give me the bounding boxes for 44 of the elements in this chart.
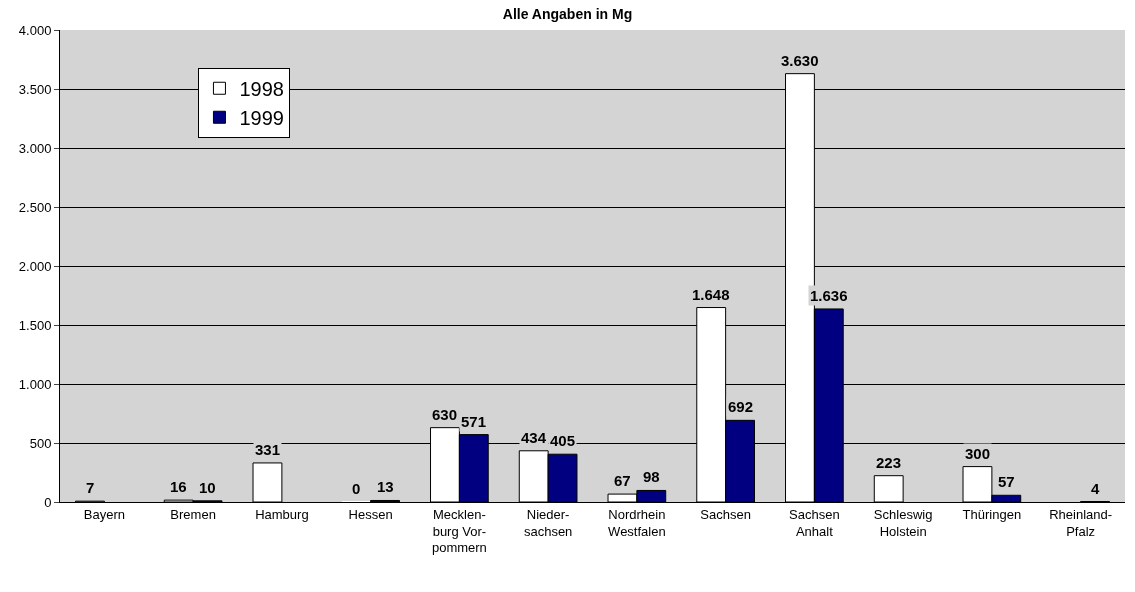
data-label: 331 (255, 441, 281, 458)
y-tick-label: 0 (44, 494, 52, 510)
y-tick-label: 3.500 (18, 81, 52, 97)
x-tick-label: Sachsen (700, 506, 751, 522)
x-tick-label: Hamburg (255, 506, 309, 522)
x-tick-label: Bremen (170, 506, 216, 522)
data-label: 57 (998, 473, 1015, 490)
data-label: 0 (352, 480, 361, 497)
data-label: 10 (199, 479, 216, 496)
x-tick-label: Thüringen (962, 506, 1022, 522)
data-label: 67 (614, 472, 631, 489)
data-label: 434 (521, 429, 547, 446)
data-label: 405 (550, 432, 576, 449)
data-label: 4 (1091, 480, 1100, 497)
x-tick-label: Mecklen- burg Vor- pommern (431, 506, 487, 556)
y-tick-label: 1.500 (18, 317, 52, 333)
data-label: 7 (86, 479, 95, 496)
y-tick-label: 1.000 (18, 376, 52, 392)
data-label: 1.636 (810, 287, 848, 304)
x-tick-label: Bayern (83, 506, 125, 522)
data-label: 98 (643, 468, 660, 485)
y-tick-label: 3.000 (18, 140, 52, 156)
x-tick-label: Rheinland- Pfalz (1049, 506, 1113, 539)
y-tick-label: 2.000 (18, 258, 52, 274)
y-tick-label: 4.000 (18, 22, 52, 38)
y-tick-label: 2.500 (18, 199, 52, 215)
x-tick-label: Nieder- sachsen (523, 506, 573, 539)
data-label: 692 (728, 398, 754, 415)
legend-label: 1999 (239, 107, 284, 130)
y-tick-label: 500 (29, 435, 52, 451)
data-label: 3.630 (781, 52, 819, 69)
data-label: 1.648 (692, 286, 730, 303)
legend-label: 1998 (239, 78, 284, 101)
chart-title: Alle Angaben in Mg (502, 5, 633, 22)
data-label: 630 (432, 406, 458, 423)
x-tick-label: Sachsen Anhalt (789, 506, 840, 539)
x-tick-label: Hessen (348, 506, 393, 522)
x-tick-label: Nordrhein Westfalen (608, 506, 666, 539)
data-label: 13 (377, 478, 394, 495)
x-tick-label: Schleswig Holstein (873, 506, 933, 539)
data-label: 16 (170, 478, 187, 495)
data-label: 300 (965, 445, 991, 462)
data-label: 223 (876, 454, 902, 471)
data-label: 571 (461, 413, 487, 430)
